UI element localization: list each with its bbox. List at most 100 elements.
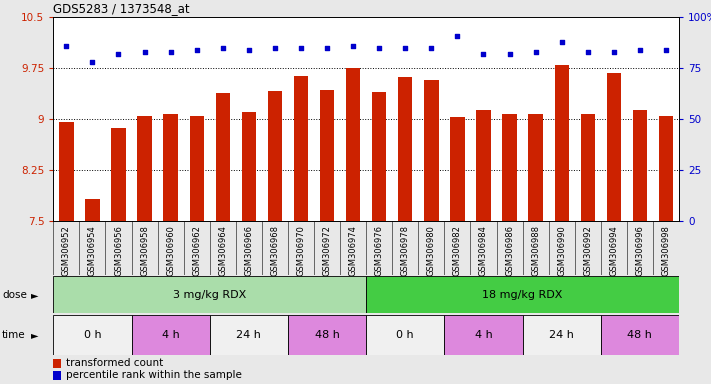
- Text: ►: ►: [31, 330, 38, 340]
- Text: GSM306974: GSM306974: [348, 225, 358, 276]
- Point: [243, 47, 255, 53]
- Bar: [366, 315, 444, 355]
- Text: 18 mg/kg RDX: 18 mg/kg RDX: [482, 290, 563, 300]
- Bar: [555, 65, 569, 221]
- Text: GSM306952: GSM306952: [62, 225, 71, 276]
- Point: [556, 39, 567, 45]
- Text: GSM306986: GSM306986: [505, 225, 514, 276]
- Bar: [346, 68, 360, 221]
- Bar: [242, 112, 256, 221]
- Point: [113, 51, 124, 57]
- Bar: [581, 114, 595, 221]
- Bar: [450, 117, 464, 221]
- Point: [139, 49, 150, 55]
- Point: [634, 47, 646, 53]
- Bar: [659, 116, 673, 221]
- Text: 24 h: 24 h: [237, 330, 261, 340]
- Bar: [523, 315, 601, 355]
- Bar: [53, 371, 61, 379]
- Bar: [190, 116, 204, 221]
- Text: GSM306990: GSM306990: [557, 225, 566, 276]
- Text: 4 h: 4 h: [475, 330, 492, 340]
- Text: GSM306958: GSM306958: [140, 225, 149, 276]
- Bar: [53, 359, 61, 367]
- Text: 0 h: 0 h: [84, 330, 101, 340]
- Bar: [424, 80, 439, 221]
- Bar: [53, 315, 132, 355]
- Point: [217, 45, 228, 51]
- Text: GSM306962: GSM306962: [192, 225, 201, 276]
- Text: GSM306968: GSM306968: [270, 225, 279, 276]
- Bar: [320, 90, 334, 221]
- Point: [321, 45, 333, 51]
- Bar: [503, 114, 517, 221]
- Text: GSM306996: GSM306996: [636, 225, 644, 276]
- Bar: [132, 315, 210, 355]
- Text: 48 h: 48 h: [315, 330, 339, 340]
- Text: GSM306998: GSM306998: [661, 225, 670, 276]
- Text: GSM306988: GSM306988: [531, 225, 540, 276]
- Text: 4 h: 4 h: [162, 330, 179, 340]
- Bar: [606, 73, 621, 221]
- Point: [165, 49, 176, 55]
- Point: [87, 59, 98, 65]
- Point: [451, 33, 463, 39]
- Point: [426, 45, 437, 51]
- Text: GSM306956: GSM306956: [114, 225, 123, 276]
- Text: 24 h: 24 h: [550, 330, 574, 340]
- Point: [530, 49, 541, 55]
- Text: GSM306972: GSM306972: [323, 225, 331, 276]
- Point: [608, 49, 619, 55]
- Point: [191, 47, 203, 53]
- Text: GSM306984: GSM306984: [479, 225, 488, 276]
- Bar: [366, 276, 679, 313]
- Point: [582, 49, 594, 55]
- Bar: [294, 76, 308, 221]
- Bar: [59, 122, 73, 221]
- Bar: [398, 77, 412, 221]
- Text: GSM306976: GSM306976: [375, 225, 384, 276]
- Text: transformed count: transformed count: [66, 358, 163, 368]
- Text: ►: ►: [31, 290, 38, 300]
- Text: GSM306994: GSM306994: [609, 225, 619, 276]
- Text: GSM306982: GSM306982: [453, 225, 462, 276]
- Text: time: time: [2, 330, 26, 340]
- Text: GSM306964: GSM306964: [218, 225, 228, 276]
- Text: GSM306960: GSM306960: [166, 225, 175, 276]
- Bar: [215, 93, 230, 221]
- Bar: [476, 110, 491, 221]
- Text: GSM306966: GSM306966: [245, 225, 253, 276]
- Point: [504, 51, 515, 57]
- Point: [478, 51, 489, 57]
- Point: [348, 43, 359, 49]
- Text: 48 h: 48 h: [628, 330, 652, 340]
- Point: [295, 45, 306, 51]
- Text: GSM306970: GSM306970: [296, 225, 306, 276]
- Bar: [288, 315, 366, 355]
- Text: 3 mg/kg RDX: 3 mg/kg RDX: [173, 290, 247, 300]
- Bar: [85, 199, 100, 221]
- Bar: [268, 91, 282, 221]
- Point: [60, 43, 72, 49]
- Point: [400, 45, 411, 51]
- Bar: [601, 315, 679, 355]
- Bar: [633, 110, 647, 221]
- Bar: [53, 276, 366, 313]
- Bar: [112, 128, 126, 221]
- Text: GSM306980: GSM306980: [427, 225, 436, 276]
- Bar: [528, 114, 542, 221]
- Bar: [444, 315, 523, 355]
- Bar: [164, 114, 178, 221]
- Text: GSM306978: GSM306978: [401, 225, 410, 276]
- Point: [661, 47, 672, 53]
- Point: [269, 45, 281, 51]
- Text: GSM306954: GSM306954: [88, 225, 97, 276]
- Bar: [137, 116, 151, 221]
- Bar: [372, 92, 386, 221]
- Bar: [210, 315, 288, 355]
- Text: dose: dose: [2, 290, 27, 300]
- Text: percentile rank within the sample: percentile rank within the sample: [66, 370, 242, 380]
- Text: GSM306992: GSM306992: [583, 225, 592, 276]
- Text: GDS5283 / 1373548_at: GDS5283 / 1373548_at: [53, 2, 190, 15]
- Point: [373, 45, 385, 51]
